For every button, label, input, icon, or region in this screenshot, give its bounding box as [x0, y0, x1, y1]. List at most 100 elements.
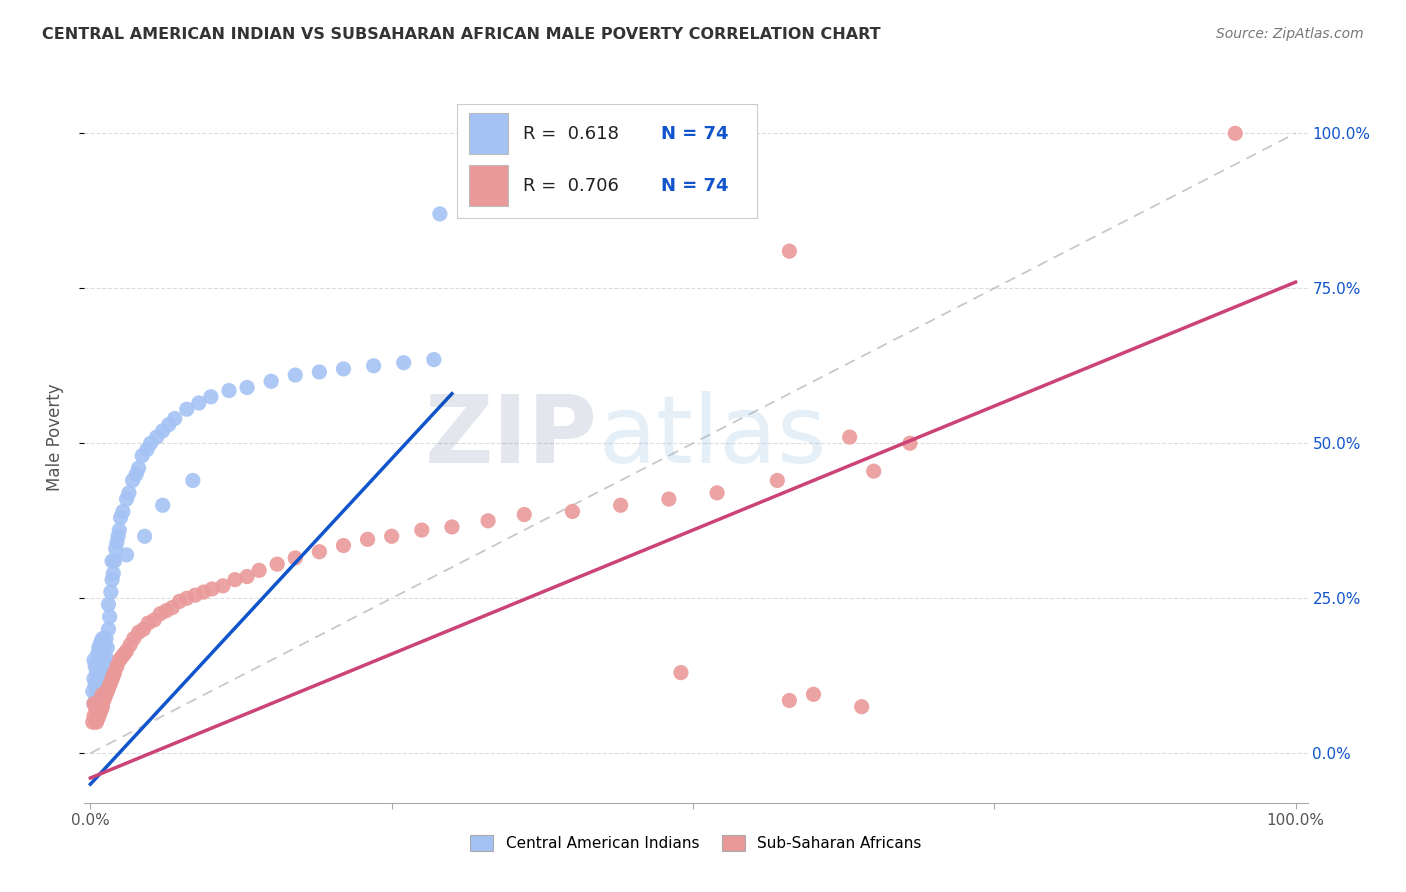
Point: [83, 697, 105, 711]
Text: CENTRAL AMERICAN INDIAN VS SUBSAHARAN AFRICAN MALE POVERTY CORRELATION CHART: CENTRAL AMERICAN INDIAN VS SUBSAHARAN AF…: [42, 27, 880, 42]
Point: [152, 498, 174, 512]
Point: [125, 467, 148, 482]
Point: [193, 585, 215, 599]
Point: [90, 703, 112, 717]
Point: [86, 712, 108, 726]
Point: [609, 498, 631, 512]
Point: [115, 644, 138, 658]
Point: [115, 491, 138, 506]
Point: [94, 690, 117, 705]
Point: [86, 672, 108, 686]
Point: [86, 684, 108, 698]
Point: [284, 368, 307, 383]
Point: [284, 551, 307, 566]
Point: [87, 709, 110, 723]
Point: [94, 687, 117, 701]
Point: [111, 650, 134, 665]
Point: [94, 657, 117, 671]
Point: [176, 591, 198, 606]
Point: [87, 640, 110, 655]
Point: [86, 647, 108, 661]
Point: [132, 622, 155, 636]
Point: [82, 684, 104, 698]
Point: [87, 681, 110, 695]
Point: [381, 529, 404, 543]
Point: [134, 529, 156, 543]
Point: [96, 684, 118, 698]
Point: [128, 461, 150, 475]
Point: [82, 715, 104, 730]
Point: [176, 402, 198, 417]
Point: [136, 442, 159, 457]
Point: [658, 491, 681, 506]
Point: [108, 523, 131, 537]
Point: [101, 554, 124, 568]
Point: [247, 563, 270, 577]
Point: [94, 632, 117, 646]
Point: [96, 640, 118, 655]
Legend: Central American Indians, Sub-Saharan Africans: Central American Indians, Sub-Saharan Af…: [464, 830, 928, 857]
Point: [89, 657, 111, 671]
Point: [803, 687, 825, 701]
Point: [91, 650, 114, 665]
Point: [218, 384, 240, 398]
Point: [93, 647, 115, 661]
Point: [766, 474, 789, 488]
Point: [111, 504, 134, 518]
Point: [84, 699, 107, 714]
Point: [115, 548, 138, 562]
Point: [86, 715, 108, 730]
Point: [363, 359, 385, 373]
Point: [94, 650, 117, 665]
Point: [898, 436, 921, 450]
Point: [90, 653, 112, 667]
Point: [513, 508, 536, 522]
Point: [145, 430, 167, 444]
Point: [87, 697, 110, 711]
Point: [266, 557, 288, 571]
Point: [84, 659, 107, 673]
Point: [131, 449, 153, 463]
Point: [93, 693, 115, 707]
Point: [86, 674, 108, 689]
Point: [101, 573, 124, 587]
Point: [83, 709, 105, 723]
Point: [561, 504, 583, 518]
Point: [110, 510, 132, 524]
Point: [91, 687, 114, 701]
Point: [90, 690, 112, 705]
Point: [93, 665, 115, 680]
Point: [669, 665, 692, 680]
Point: [89, 693, 111, 707]
Point: [83, 672, 105, 686]
Point: [128, 625, 150, 640]
Point: [332, 362, 354, 376]
Point: [91, 699, 114, 714]
Y-axis label: Male Poverty: Male Poverty: [45, 384, 63, 491]
Point: [440, 520, 463, 534]
Point: [184, 588, 207, 602]
Text: ZIP: ZIP: [425, 391, 598, 483]
Point: [86, 690, 108, 705]
Point: [706, 486, 728, 500]
Point: [84, 678, 107, 692]
Point: [200, 390, 222, 404]
Point: [477, 514, 499, 528]
Point: [118, 486, 141, 500]
Point: [181, 474, 204, 488]
Point: [98, 678, 121, 692]
Point: [838, 430, 860, 444]
Point: [83, 697, 105, 711]
Point: [90, 674, 112, 689]
Text: Source: ZipAtlas.com: Source: ZipAtlas.com: [1216, 27, 1364, 41]
Point: [89, 706, 111, 720]
Point: [260, 374, 283, 388]
Point: [308, 365, 330, 379]
Point: [101, 672, 124, 686]
Point: [356, 533, 378, 547]
Point: [120, 638, 142, 652]
Point: [162, 600, 184, 615]
Point: [84, 712, 107, 726]
Text: atlas: atlas: [598, 391, 827, 483]
Point: [103, 554, 125, 568]
